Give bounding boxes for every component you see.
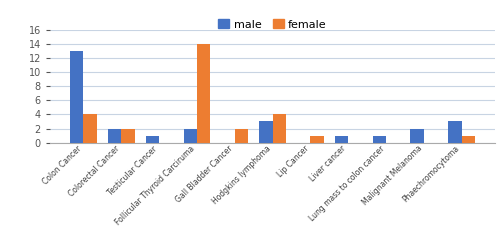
Bar <box>122 128 134 143</box>
Bar <box>70 51 84 143</box>
Bar <box>310 136 324 143</box>
Bar <box>410 128 424 143</box>
Bar <box>462 136 475 143</box>
Bar <box>272 114 285 143</box>
Bar <box>372 136 386 143</box>
Bar <box>335 136 348 143</box>
Legend: male, female: male, female <box>214 15 331 34</box>
Bar <box>146 136 159 143</box>
Bar <box>448 122 462 143</box>
Bar <box>84 114 96 143</box>
Bar <box>197 44 210 143</box>
Bar <box>260 122 272 143</box>
Bar <box>108 128 122 143</box>
Bar <box>184 128 197 143</box>
Bar <box>234 128 248 143</box>
